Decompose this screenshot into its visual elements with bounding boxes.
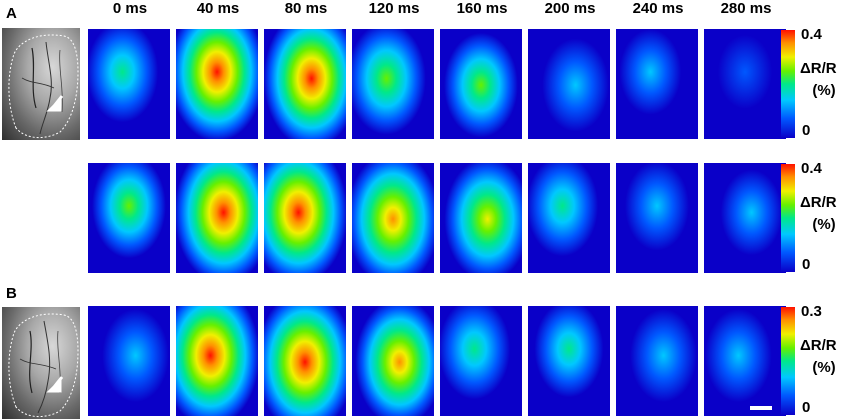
- activation-map-frame: [440, 29, 522, 139]
- activation-map-frame: [440, 306, 522, 416]
- time-label-280: 280 ms: [720, 0, 772, 17]
- activation-map-frame: [616, 29, 698, 139]
- activation-map-frame: [88, 306, 170, 416]
- colorbar-b: [781, 307, 795, 415]
- scale-bar: [750, 406, 772, 410]
- colorbar-b-max: 0.3: [801, 303, 822, 320]
- colorbar-a1: [781, 30, 795, 138]
- activation-map-frame: [616, 163, 698, 273]
- activation-map-frame: [704, 163, 786, 273]
- activation-map-frame: [528, 306, 610, 416]
- colorbar-b-label: ΔR/R: [800, 337, 837, 354]
- time-label-120: 120 ms: [368, 0, 420, 17]
- colorbar-a1-min: 0: [802, 122, 811, 139]
- time-label-240: 240 ms: [632, 0, 684, 17]
- activation-map-frame: [88, 29, 170, 139]
- activation-map-frame: [440, 163, 522, 273]
- colorbar-a1-max: 0.4: [801, 26, 822, 43]
- colorbar-b-unit: (%): [812, 359, 836, 376]
- activation-map-frame: [176, 306, 258, 416]
- colorbar-a2-label: ΔR/R: [800, 194, 837, 211]
- colorbar-a1-unit: (%): [812, 82, 836, 99]
- activation-map-frame: [616, 306, 698, 416]
- brain-photo-a: [2, 28, 80, 140]
- activation-map-frame: [264, 163, 346, 273]
- activation-map-frame: [352, 163, 434, 273]
- activation-map-frame: [528, 163, 610, 273]
- time-label-200: 200 ms: [544, 0, 596, 17]
- colorbar-b-min: 0: [802, 399, 811, 416]
- activation-map-frame: [352, 29, 434, 139]
- activation-map-frame: [176, 29, 258, 139]
- colorbar-a1-label: ΔR/R: [800, 60, 837, 77]
- arrow-icon: [46, 376, 64, 393]
- panel-label-b: B: [6, 285, 17, 302]
- activation-map-frame: [528, 29, 610, 139]
- activation-map-frame: [88, 163, 170, 273]
- time-label-160: 160 ms: [456, 0, 508, 17]
- activation-map-frame: [264, 29, 346, 139]
- activation-map-frame: [704, 29, 786, 139]
- time-label-40: 40 ms: [196, 0, 240, 17]
- brain-photo-b: [2, 307, 80, 419]
- colorbar-a2: [781, 164, 795, 272]
- brain-vessels: [8, 34, 79, 138]
- colorbar-a2-unit: (%): [812, 216, 836, 233]
- activation-map-frame: [264, 306, 346, 416]
- arrow-icon: [46, 95, 64, 112]
- colorbar-a2-min: 0: [802, 256, 811, 273]
- time-label-0: 0 ms: [112, 0, 148, 17]
- colorbar-a2-max: 0.4: [801, 160, 822, 177]
- activation-map-frame: [352, 306, 434, 416]
- activation-map-frame: [176, 163, 258, 273]
- activation-map-frame: [704, 306, 786, 416]
- time-label-80: 80 ms: [284, 0, 328, 17]
- panel-label-a: A: [6, 5, 17, 22]
